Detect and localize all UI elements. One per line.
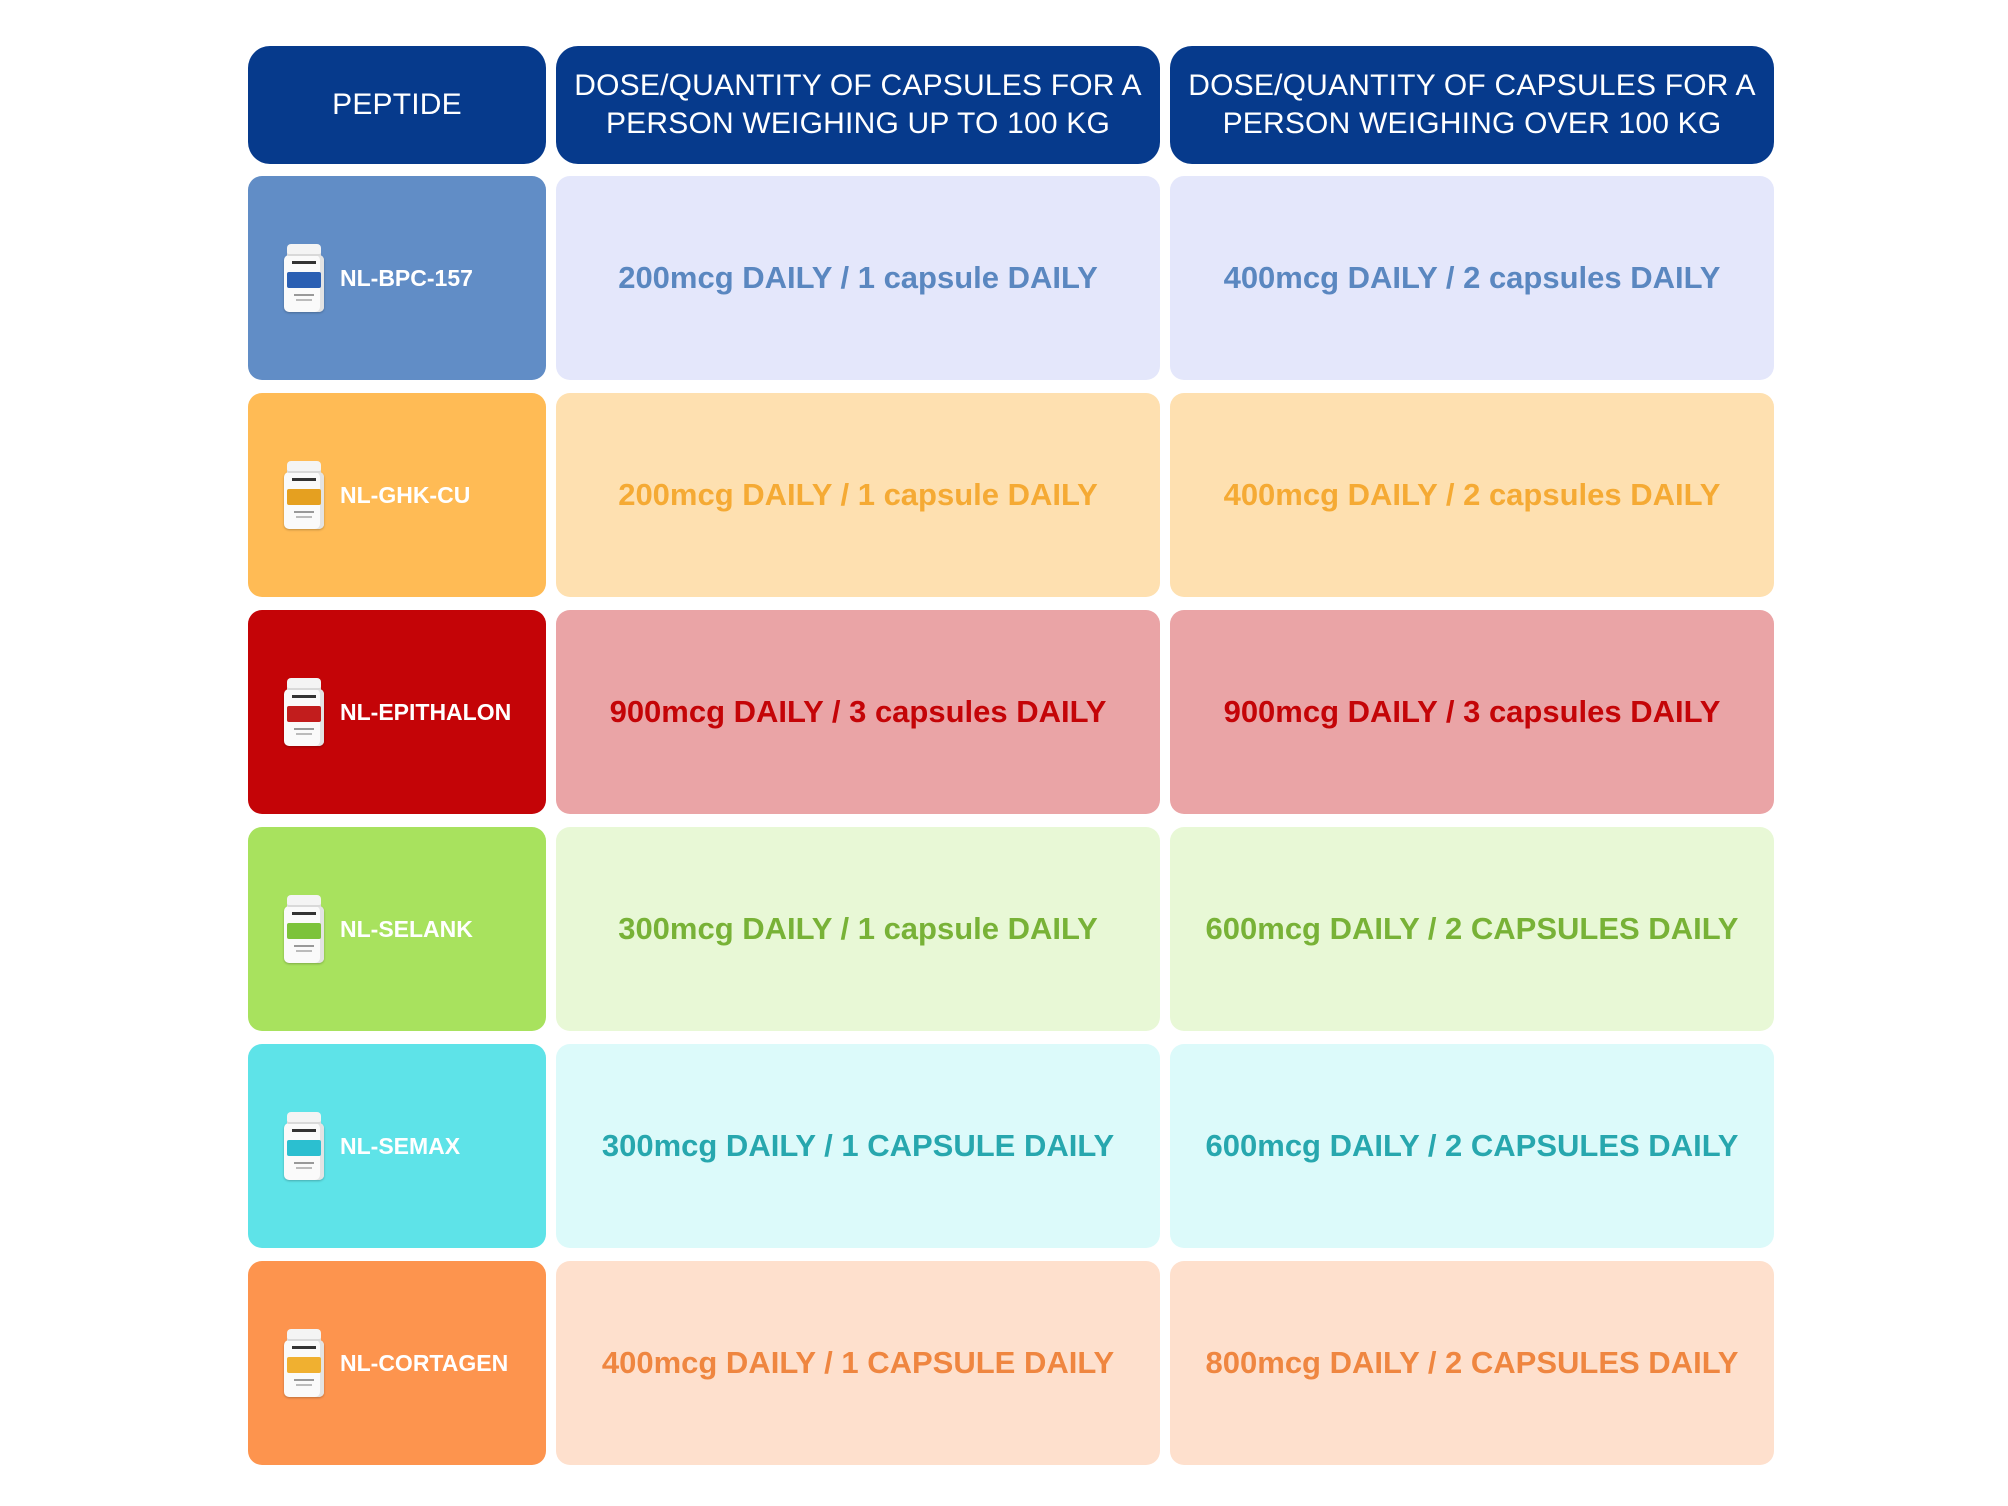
dose-over-100kg-text: 600mcg DAILY / 2 CAPSULES DAILY [1206, 911, 1739, 947]
dose-over-100kg-text: 800mcg DAILY / 2 CAPSULES DAILY [1206, 1345, 1739, 1381]
peptide-name-cell: NL-EPITHALON [248, 610, 546, 814]
dose-over-100kg-cell: 600mcg DAILY / 2 CAPSULES DAILY [1170, 827, 1774, 1031]
dose-over-100kg-cell: 900mcg DAILY / 3 capsules DAILY [1170, 610, 1774, 814]
peptide-name-cell: NL-BPC-157 [248, 176, 546, 380]
header-dose-over-100kg-line2: PERSON WEIGHING OVER 100 KG [1223, 107, 1722, 140]
dose-up-to-100kg-cell: 200mcg DAILY / 1 capsule DAILY [556, 393, 1160, 597]
dose-over-100kg-text: 600mcg DAILY / 2 CAPSULES DAILY [1206, 1128, 1739, 1164]
dose-over-100kg-cell: 400mcg DAILY / 2 capsules DAILY [1170, 176, 1774, 380]
peptide-name: NL-EPITHALON [340, 699, 511, 726]
supplement-bottle-icon [284, 895, 324, 963]
dose-up-to-100kg-cell: 200mcg DAILY / 1 capsule DAILY [556, 176, 1160, 380]
dose-up-to-100kg-text: 300mcg DAILY / 1 CAPSULE DAILY [602, 1128, 1114, 1164]
dose-up-to-100kg-cell: 300mcg DAILY / 1 CAPSULE DAILY [556, 1044, 1160, 1248]
dose-over-100kg-cell: 600mcg DAILY / 2 CAPSULES DAILY [1170, 1044, 1774, 1248]
header-dose-over-100kg-text: DOSE/QUANTITY OF CAPSULES FOR A PERSON W… [1188, 67, 1755, 143]
header-dose-up-to-100kg-line1: DOSE/QUANTITY OF CAPSULES FOR A [574, 69, 1141, 102]
row-gap [248, 380, 1774, 393]
header-dose-up-to-100kg: DOSE/QUANTITY OF CAPSULES FOR A PERSON W… [556, 46, 1160, 164]
dose-up-to-100kg-text: 400mcg DAILY / 1 CAPSULE DAILY [602, 1345, 1114, 1381]
dose-up-to-100kg-text: 900mcg DAILY / 3 capsules DAILY [610, 694, 1107, 730]
supplement-bottle-icon [284, 244, 324, 312]
peptide-name-cell: NL-GHK-CU [248, 393, 546, 597]
peptide-name-cell: NL-CORTAGEN [248, 1261, 546, 1465]
header-dose-up-to-100kg-line2: PERSON WEIGHING UP TO 100 KG [606, 107, 1110, 140]
peptide-name: NL-SEMAX [340, 1133, 460, 1160]
peptide-name: NL-BPC-157 [340, 265, 473, 292]
dose-over-100kg-text: 400mcg DAILY / 2 capsules DAILY [1224, 260, 1721, 296]
header-peptide-label: PEPTIDE [332, 86, 462, 124]
row-gap [248, 814, 1774, 827]
dose-up-to-100kg-cell: 300mcg DAILY / 1 capsule DAILY [556, 827, 1160, 1031]
peptide-name-cell: NL-SEMAX [248, 1044, 546, 1248]
dosage-table: PEPTIDE DOSE/QUANTITY OF CAPSULES FOR A … [248, 46, 1773, 1465]
dose-over-100kg-cell: 400mcg DAILY / 2 capsules DAILY [1170, 393, 1774, 597]
supplement-bottle-icon [284, 461, 324, 529]
header-spacer [248, 164, 1774, 176]
peptide-name-cell: NL-SELANK [248, 827, 546, 1031]
row-gap [248, 597, 1774, 610]
peptide-name: NL-GHK-CU [340, 482, 470, 509]
dose-over-100kg-cell: 800mcg DAILY / 2 CAPSULES DAILY [1170, 1261, 1774, 1465]
row-gap [248, 1248, 1774, 1261]
header-peptide: PEPTIDE [248, 46, 546, 164]
header-dose-over-100kg: DOSE/QUANTITY OF CAPSULES FOR A PERSON W… [1170, 46, 1774, 164]
peptide-name: NL-CORTAGEN [340, 1350, 508, 1377]
supplement-bottle-icon [284, 678, 324, 746]
dose-up-to-100kg-cell: 400mcg DAILY / 1 CAPSULE DAILY [556, 1261, 1160, 1465]
header-dose-up-to-100kg-text: DOSE/QUANTITY OF CAPSULES FOR A PERSON W… [574, 67, 1141, 143]
dose-up-to-100kg-text: 200mcg DAILY / 1 capsule DAILY [618, 260, 1098, 296]
peptide-name: NL-SELANK [340, 916, 473, 943]
row-gap [248, 1031, 1774, 1044]
dose-up-to-100kg-text: 300mcg DAILY / 1 capsule DAILY [618, 911, 1098, 947]
supplement-bottle-icon [284, 1329, 324, 1397]
supplement-bottle-icon [284, 1112, 324, 1180]
dose-over-100kg-text: 900mcg DAILY / 3 capsules DAILY [1224, 694, 1721, 730]
dose-up-to-100kg-text: 200mcg DAILY / 1 capsule DAILY [618, 477, 1098, 513]
header-dose-over-100kg-line1: DOSE/QUANTITY OF CAPSULES FOR A [1188, 69, 1755, 102]
dose-up-to-100kg-cell: 900mcg DAILY / 3 capsules DAILY [556, 610, 1160, 814]
dose-over-100kg-text: 400mcg DAILY / 2 capsules DAILY [1224, 477, 1721, 513]
